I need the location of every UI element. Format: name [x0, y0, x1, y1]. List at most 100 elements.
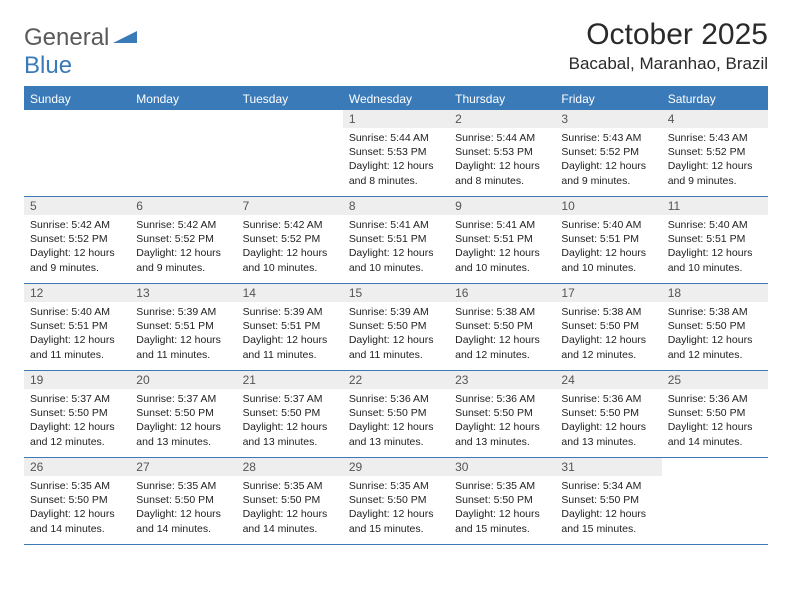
sunset-line: Sunset: 5:51 PM [668, 232, 762, 246]
date-number: 3 [555, 110, 661, 128]
daylight-line: Daylight: 12 hours and 9 minutes. [668, 159, 762, 187]
sunrise-line: Sunrise: 5:40 AM [561, 218, 655, 232]
day-cell: 1Sunrise: 5:44 AMSunset: 5:53 PMDaylight… [343, 110, 449, 196]
daylight-line: Daylight: 12 hours and 13 minutes. [561, 420, 655, 448]
day-header: Thursday [449, 88, 555, 110]
date-number: 9 [449, 197, 555, 215]
day-cell: 6Sunrise: 5:42 AMSunset: 5:52 PMDaylight… [130, 197, 236, 283]
sunset-line: Sunset: 5:50 PM [136, 406, 230, 420]
date-number: 17 [555, 284, 661, 302]
sunrise-line: Sunrise: 5:41 AM [455, 218, 549, 232]
day-details: Sunrise: 5:36 AMSunset: 5:50 PMDaylight:… [555, 389, 661, 455]
day-details: Sunrise: 5:43 AMSunset: 5:52 PMDaylight:… [662, 128, 768, 194]
daylight-line: Daylight: 12 hours and 9 minutes. [30, 246, 124, 274]
sunset-line: Sunset: 5:50 PM [455, 493, 549, 507]
sunset-line: Sunset: 5:51 PM [455, 232, 549, 246]
day-cell: 4Sunrise: 5:43 AMSunset: 5:52 PMDaylight… [662, 110, 768, 196]
calendar-grid: SundayMondayTuesdayWednesdayThursdayFrid… [24, 86, 768, 545]
date-number: 14 [237, 284, 343, 302]
month-title: October 2025 [569, 18, 768, 52]
sunset-line: Sunset: 5:50 PM [668, 406, 762, 420]
sunrise-line: Sunrise: 5:40 AM [668, 218, 762, 232]
daylight-line: Daylight: 12 hours and 10 minutes. [243, 246, 337, 274]
day-cell: 22Sunrise: 5:36 AMSunset: 5:50 PMDayligh… [343, 371, 449, 457]
daylight-line: Daylight: 12 hours and 14 minutes. [30, 507, 124, 535]
weeks-container: 1Sunrise: 5:44 AMSunset: 5:53 PMDaylight… [24, 110, 768, 545]
date-number: 16 [449, 284, 555, 302]
sunrise-line: Sunrise: 5:35 AM [455, 479, 549, 493]
date-number: 7 [237, 197, 343, 215]
daylight-line: Daylight: 12 hours and 14 minutes. [136, 507, 230, 535]
sunset-line: Sunset: 5:51 PM [243, 319, 337, 333]
date-number: 18 [662, 284, 768, 302]
day-details: Sunrise: 5:44 AMSunset: 5:53 PMDaylight:… [343, 128, 449, 194]
sunset-line: Sunset: 5:50 PM [349, 406, 443, 420]
date-number: 8 [343, 197, 449, 215]
daylight-line: Daylight: 12 hours and 15 minutes. [455, 507, 549, 535]
day-cell: 26Sunrise: 5:35 AMSunset: 5:50 PMDayligh… [24, 458, 130, 544]
week-row: 1Sunrise: 5:44 AMSunset: 5:53 PMDaylight… [24, 110, 768, 197]
day-cell [237, 110, 343, 196]
date-number: 5 [24, 197, 130, 215]
date-number: 29 [343, 458, 449, 476]
day-details: Sunrise: 5:37 AMSunset: 5:50 PMDaylight:… [237, 389, 343, 455]
daylight-line: Daylight: 12 hours and 12 minutes. [668, 333, 762, 361]
sunset-line: Sunset: 5:50 PM [561, 493, 655, 507]
day-details: Sunrise: 5:44 AMSunset: 5:53 PMDaylight:… [449, 128, 555, 194]
sunset-line: Sunset: 5:50 PM [455, 319, 549, 333]
day-cell: 18 Sunrise: 5:38 AMSunset: 5:50 PMDayligh… [662, 284, 768, 370]
daylight-line: Daylight: 12 hours and 14 minutes. [243, 507, 337, 535]
sunset-line: Sunset: 5:50 PM [30, 406, 124, 420]
date-number: 10 [555, 197, 661, 215]
sunset-line: Sunset: 5:52 PM [668, 145, 762, 159]
sunrise-line: Sunrise: 5:39 AM [349, 305, 443, 319]
sunrise-line: Sunrise: 5:36 AM [349, 392, 443, 406]
sunset-line: Sunset: 5:50 PM [455, 406, 549, 420]
daylight-line: Daylight: 12 hours and 8 minutes. [455, 159, 549, 187]
date-number: 22 [343, 371, 449, 389]
day-details: Sunrise: 5:42 AMSunset: 5:52 PMDaylight:… [130, 215, 236, 281]
daylight-line: Daylight: 12 hours and 12 minutes. [561, 333, 655, 361]
sunset-line: Sunset: 5:51 PM [561, 232, 655, 246]
sunrise-line: Sunrise: 5:36 AM [668, 392, 762, 406]
date-number: 12 [24, 284, 130, 302]
day-cell: 12Sunrise: 5:40 AMSunset: 5:51 PMDayligh… [24, 284, 130, 370]
date-number: 30 [449, 458, 555, 476]
daylight-line: Daylight: 12 hours and 13 minutes. [243, 420, 337, 448]
week-row: 12Sunrise: 5:40 AMSunset: 5:51 PMDayligh… [24, 284, 768, 371]
sunset-line: Sunset: 5:52 PM [136, 232, 230, 246]
sunset-line: Sunset: 5:52 PM [243, 232, 337, 246]
day-details: Sunrise: 5:35 AMSunset: 5:50 PMDaylight:… [449, 476, 555, 542]
sunrise-line: Sunrise: 5:43 AM [561, 131, 655, 145]
day-details: Sunrise: 5:40 AMSunset: 5:51 PMDaylight:… [24, 302, 130, 368]
sunrise-line: Sunrise: 5:35 AM [243, 479, 337, 493]
day-details: Sunrise: 5:38 AMSunset: 5:50 PMDaylight:… [449, 302, 555, 368]
day-cell: 7Sunrise: 5:42 AMSunset: 5:52 PMDaylight… [237, 197, 343, 283]
sunset-line: Sunset: 5:52 PM [30, 232, 124, 246]
sunset-line: Sunset: 5:50 PM [668, 319, 762, 333]
day-header: Wednesday [343, 88, 449, 110]
day-cell: 2Sunrise: 5:44 AMSunset: 5:53 PMDaylight… [449, 110, 555, 196]
sunrise-line: Sunrise: 5:38 AM [668, 305, 762, 319]
sunrise-line: Sunrise: 5:38 AM [561, 305, 655, 319]
day-cell: 25Sunrise: 5:36 AMSunset: 5:50 PMDayligh… [662, 371, 768, 457]
day-details: Sunrise: 5:40 AMSunset: 5:51 PMDaylight:… [662, 215, 768, 281]
daylight-line: Daylight: 12 hours and 9 minutes. [561, 159, 655, 187]
day-cell: 10 Sunrise: 5:40 AMSunset: 5:51 PMDayligh… [555, 197, 661, 283]
sunset-line: Sunset: 5:53 PM [349, 145, 443, 159]
week-row: 5Sunrise: 5:42 AMSunset: 5:52 PMDaylight… [24, 197, 768, 284]
date-number: 25 [662, 371, 768, 389]
date-number: 27 [130, 458, 236, 476]
day-cell [662, 458, 768, 544]
daylight-line: Daylight: 12 hours and 12 minutes. [455, 333, 549, 361]
sunset-line: Sunset: 5:53 PM [455, 145, 549, 159]
date-number: 21 [237, 371, 343, 389]
day-details: Sunrise: 5:43 AMSunset: 5:52 PMDaylight:… [555, 128, 661, 194]
sunrise-line: Sunrise: 5:39 AM [243, 305, 337, 319]
daylight-line: Daylight: 12 hours and 10 minutes. [349, 246, 443, 274]
sunset-line: Sunset: 5:50 PM [30, 493, 124, 507]
sunrise-line: Sunrise: 5:42 AM [136, 218, 230, 232]
date-number: 15 [343, 284, 449, 302]
daylight-line: Daylight: 12 hours and 10 minutes. [561, 246, 655, 274]
day-details: Sunrise: 5:37 AMSunset: 5:50 PMDaylight:… [24, 389, 130, 455]
